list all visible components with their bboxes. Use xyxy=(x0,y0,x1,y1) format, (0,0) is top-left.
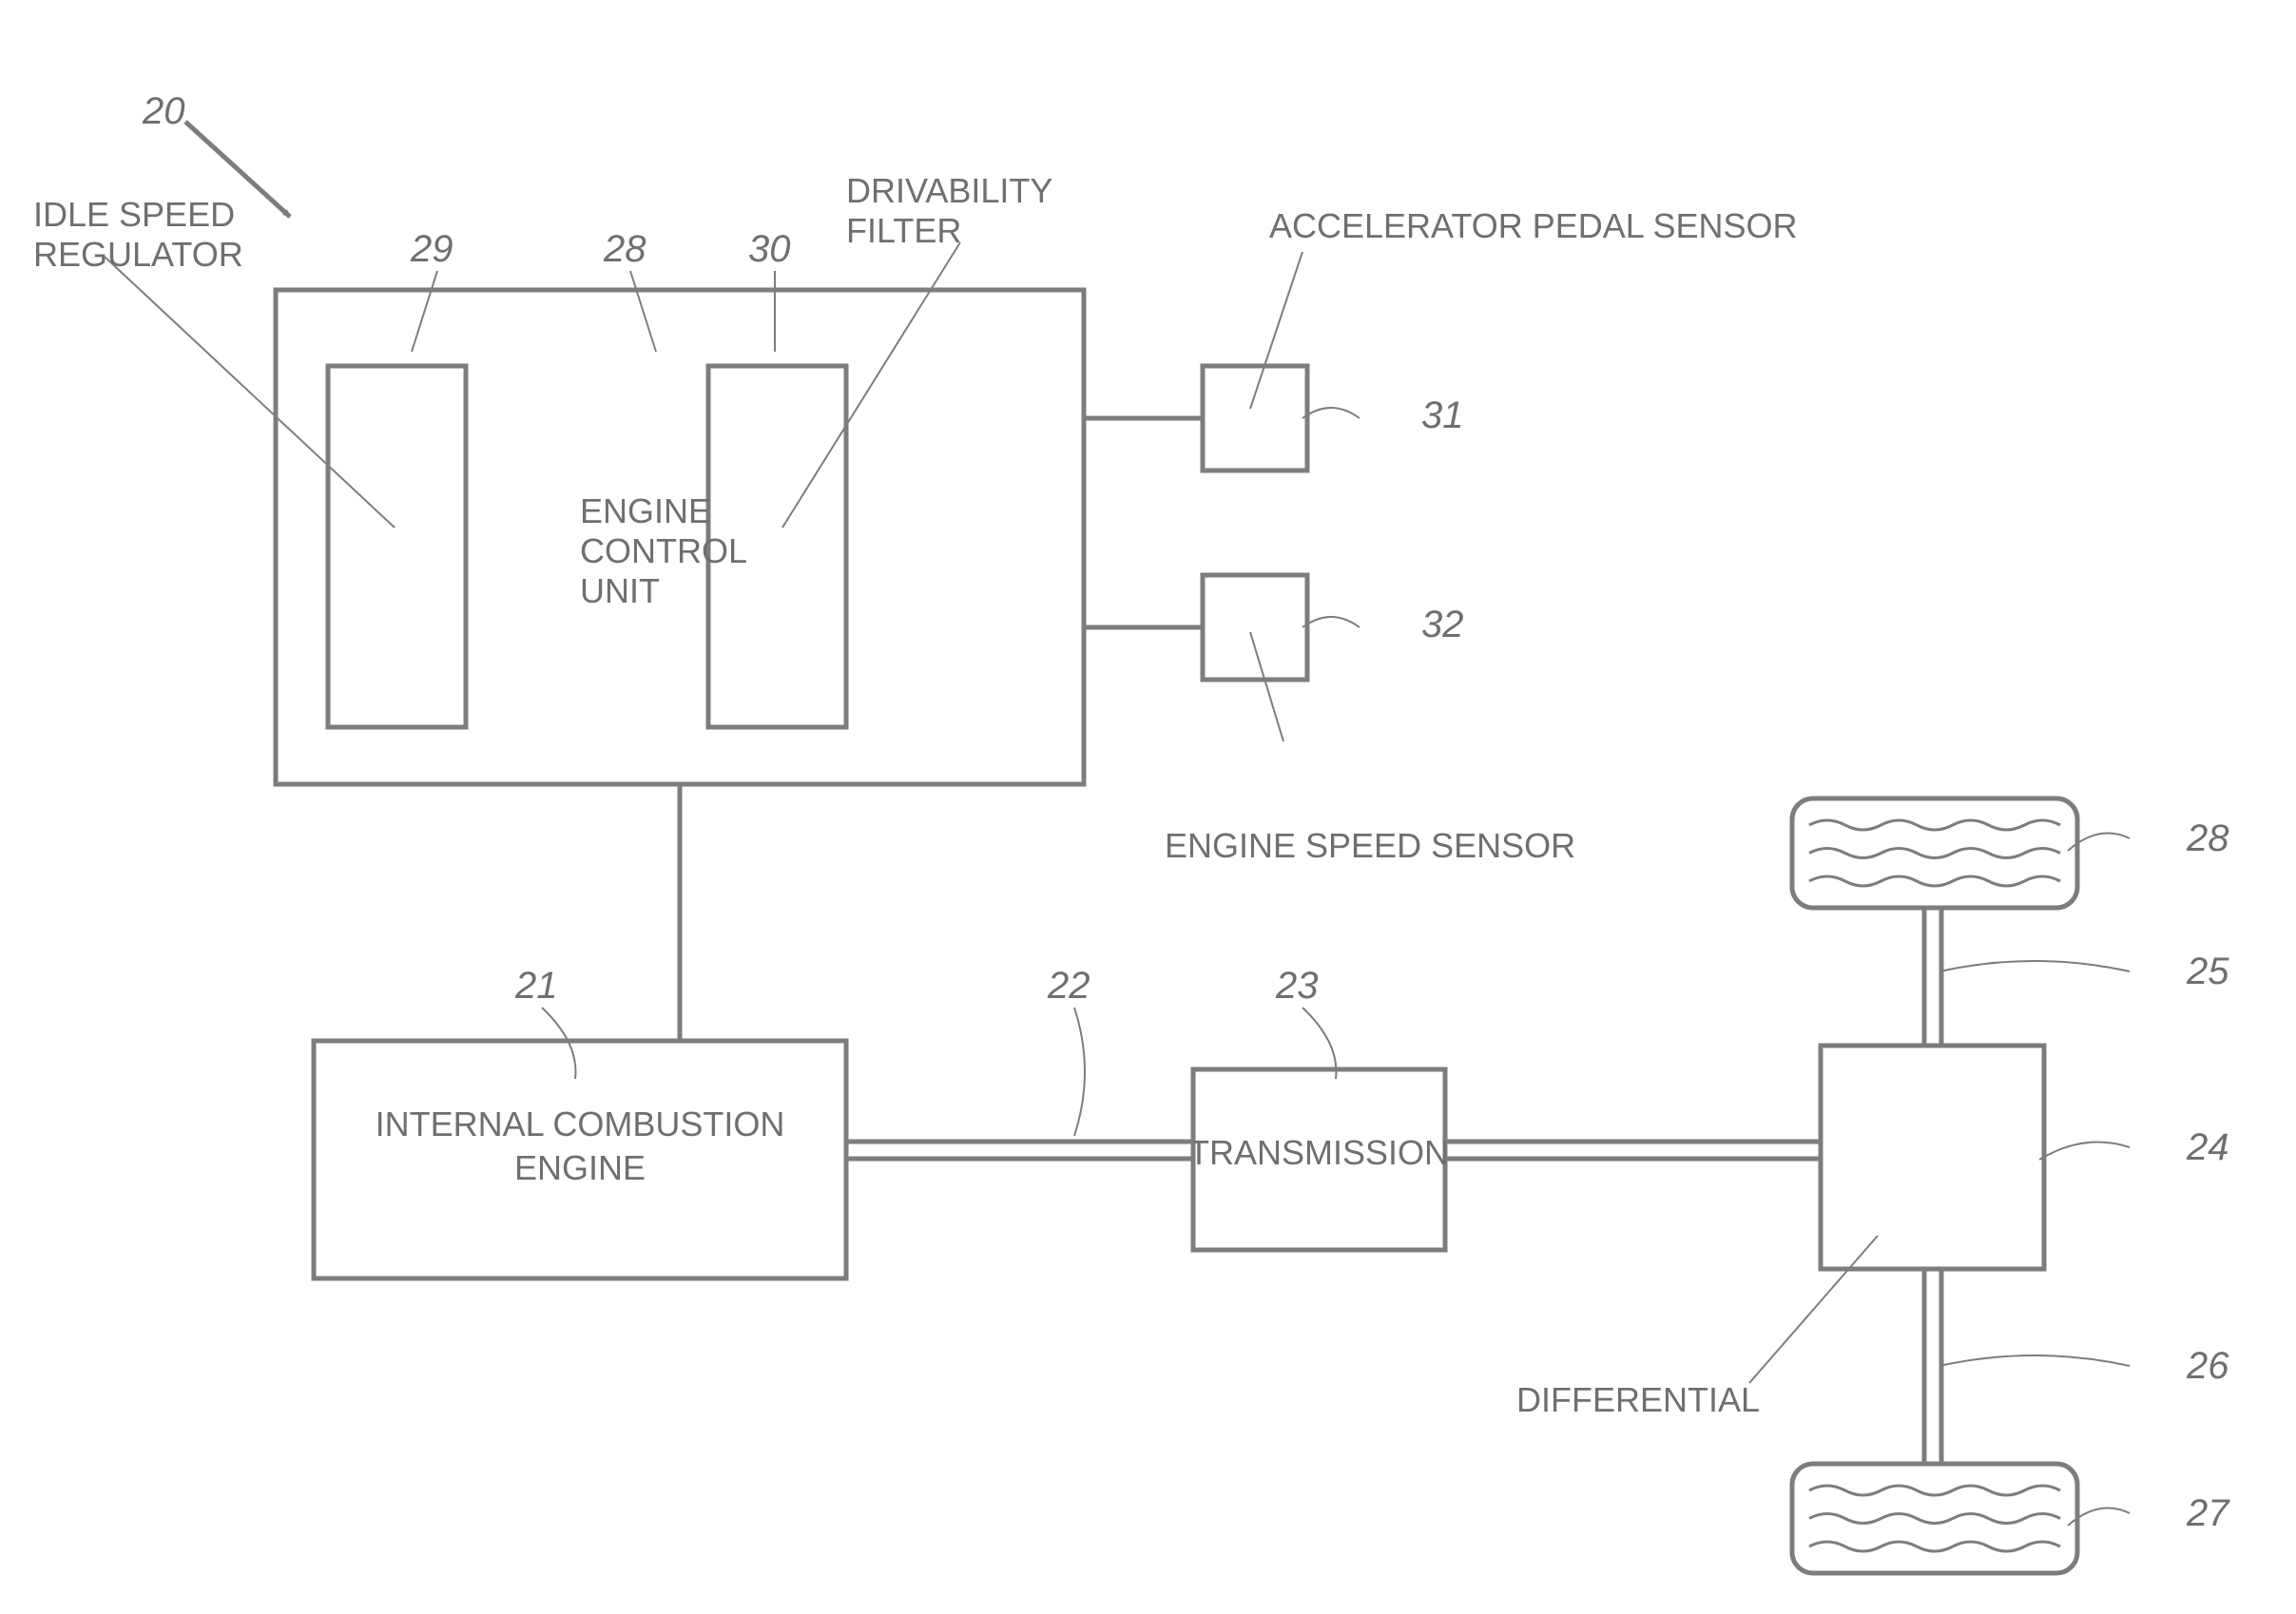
svg-text:CONTROL: CONTROL xyxy=(580,531,747,570)
svg-text:TRANSMISSION: TRANSMISSION xyxy=(1188,1133,1449,1172)
svg-text:ENGINE: ENGINE xyxy=(514,1148,646,1187)
svg-text:26: 26 xyxy=(2186,1345,2229,1387)
svg-text:21: 21 xyxy=(514,965,558,1007)
svg-text:INTERNAL COMBUSTION: INTERNAL COMBUSTION xyxy=(376,1105,785,1143)
svg-text:22: 22 xyxy=(1047,965,1090,1007)
diagram-canvas: ENGINECONTROLUNITINTERNAL COMBUSTIONENGI… xyxy=(0,0,2296,1609)
svg-text:29: 29 xyxy=(410,228,453,270)
svg-text:25: 25 xyxy=(2186,951,2229,992)
svg-text:IDLE SPEED: IDLE SPEED xyxy=(33,195,235,234)
svg-text:ACCELERATOR PEDAL SENSOR: ACCELERATOR PEDAL SENSOR xyxy=(1269,206,1798,245)
svg-text:23: 23 xyxy=(1275,965,1319,1007)
svg-text:DRIVABILITY: DRIVABILITY xyxy=(846,171,1052,210)
svg-text:ENGINE: ENGINE xyxy=(580,491,711,530)
svg-text:20: 20 xyxy=(142,90,185,132)
svg-text:FILTER: FILTER xyxy=(846,211,961,250)
svg-text:32: 32 xyxy=(1421,604,1464,645)
svg-text:27: 27 xyxy=(2186,1492,2230,1534)
svg-text:24: 24 xyxy=(2186,1126,2229,1168)
svg-text:28: 28 xyxy=(603,228,646,270)
svg-text:28: 28 xyxy=(2186,817,2229,859)
svg-text:ENGINE SPEED SENSOR: ENGINE SPEED SENSOR xyxy=(1165,826,1575,865)
svg-text:30: 30 xyxy=(748,228,791,270)
svg-text:31: 31 xyxy=(1421,394,1464,436)
svg-text:UNIT: UNIT xyxy=(580,571,660,610)
svg-text:REGULATOR: REGULATOR xyxy=(33,235,243,274)
svg-text:DIFFERENTIAL: DIFFERENTIAL xyxy=(1516,1380,1760,1419)
